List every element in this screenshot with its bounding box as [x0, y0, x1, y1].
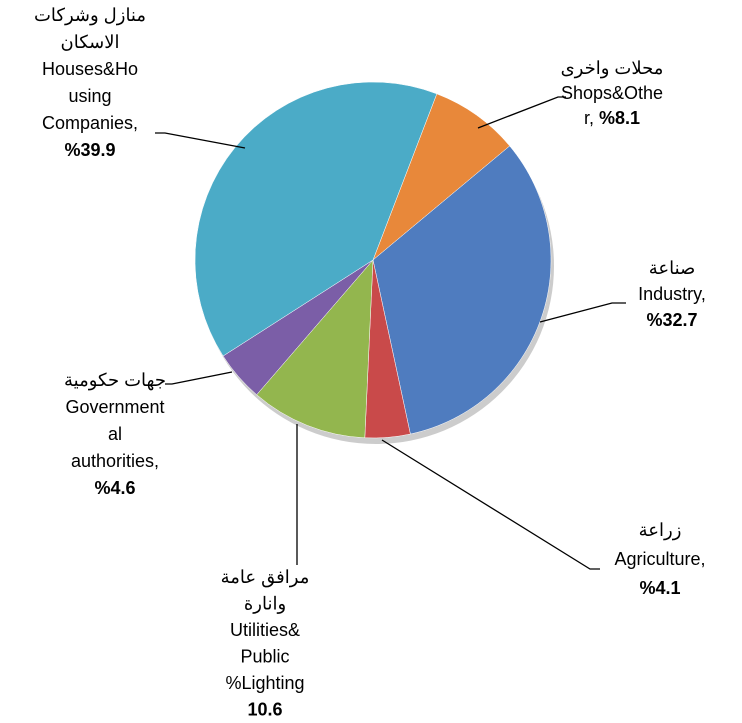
label-line: Shops&Othe [561, 83, 663, 103]
leader-line [165, 371, 233, 385]
value-label: %4.6 [94, 478, 135, 498]
label-line: al [108, 424, 122, 444]
label-line: منازل وشركات [34, 5, 146, 26]
label-line: جهات حكومية [64, 370, 166, 391]
value-label: 10.6 [247, 700, 282, 720]
label-line: الاسكان [61, 32, 120, 52]
label-line: Houses&Ho [42, 59, 138, 79]
label-line: using [68, 86, 111, 106]
pie-slice [372, 145, 552, 435]
label-line: authorities, [71, 451, 159, 471]
label-line: صناعة [649, 258, 696, 278]
data-label: محلات واخرى Shops&Othe r, %8.1 [561, 58, 664, 128]
label-line: Industry, [638, 284, 706, 304]
label-line: Public [240, 647, 289, 667]
value-label: %39.9 [64, 140, 115, 160]
label-line: Utilities& [230, 620, 300, 640]
data-label: منازل وشركات الاسكان Houses&Ho using Compani… [34, 5, 146, 160]
label-line: r, [584, 108, 599, 128]
pie-slice [256, 259, 374, 439]
pie-slice [194, 81, 438, 357]
label-line: مرافق عامة [221, 567, 310, 588]
label-line: محلات واخرى [561, 58, 664, 79]
value-label: %32.7 [646, 310, 697, 330]
data-label: جهات حكومية Government al authorities, %4.6 [64, 370, 166, 498]
pie-slice [372, 93, 511, 261]
data-label: مرافق عامة وانارة Utilities& Public %Lightin… [221, 567, 310, 720]
leader-line [539, 302, 626, 323]
leader-line [155, 132, 246, 149]
leader-line [381, 439, 600, 570]
value-label: %8.1 [599, 108, 640, 128]
label-line: Agriculture, [614, 549, 705, 569]
leader-line [477, 96, 566, 129]
label-line: وانارة [244, 594, 286, 615]
label-line: %Lighting [225, 673, 304, 693]
value-label: %4.1 [639, 578, 680, 598]
label-line: زراعة [639, 520, 682, 541]
data-label: صناعة Industry, %32.7 [638, 258, 706, 330]
label-line: Companies, [42, 113, 138, 133]
label-line: Government [65, 397, 164, 417]
data-label: زراعة Agriculture, %4.1 [614, 520, 705, 598]
